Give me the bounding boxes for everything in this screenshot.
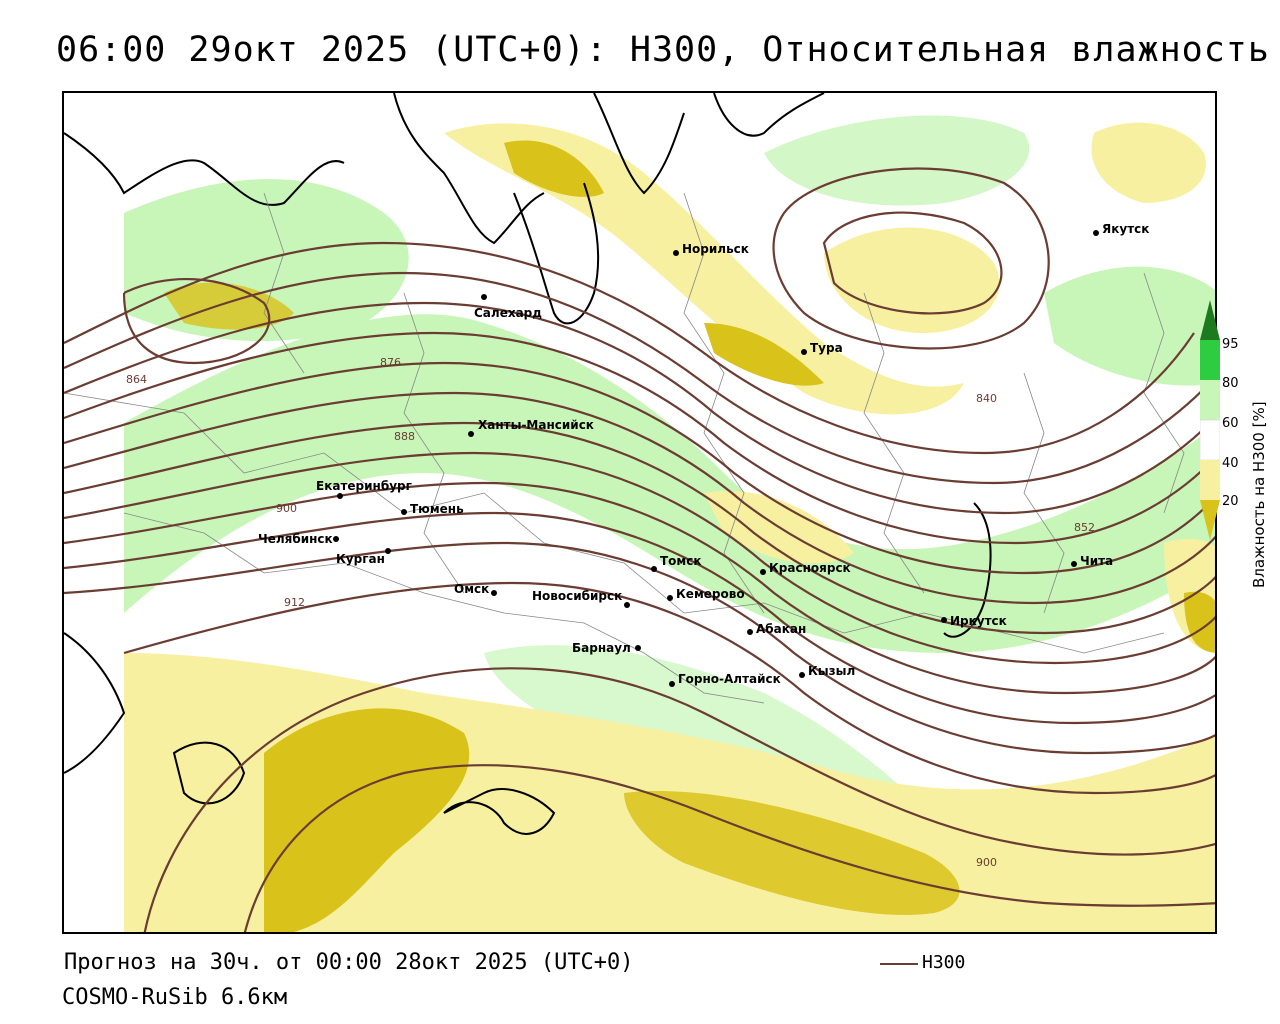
city-dot	[624, 602, 630, 608]
city-label: Ханты-Мансийск	[478, 418, 594, 432]
contour-label: 840	[976, 392, 997, 405]
contour-label-group: 864 876 888 900 912 840 852 900	[126, 356, 1095, 869]
city-dot	[385, 548, 391, 554]
city-dot	[481, 294, 487, 300]
city-label: Екатеринбург	[316, 479, 412, 493]
city-markers: Якутск Норильск Салехард Тура Ханты-Манс…	[258, 222, 1149, 687]
city-label: Иркутск	[950, 614, 1007, 628]
city-dot	[801, 349, 807, 355]
city-label: Курган	[336, 552, 385, 566]
city-label: Салехард	[474, 306, 542, 320]
colorbar-segment-40-60	[1199, 419, 1221, 461]
city-dot	[635, 645, 641, 651]
contour-label: 852	[1074, 521, 1095, 534]
city-dot	[941, 617, 947, 623]
city-dot	[401, 509, 407, 515]
map-title: 06:00 29окт 2025 (UTC+0): H300, Относите…	[56, 30, 1270, 70]
colorbar-tick: 40	[1222, 456, 1239, 471]
colorbar-segment-20-40	[1200, 460, 1220, 500]
weather-map: 864 876 888 900 912 840 852 900 Якутск Н…	[62, 91, 1217, 934]
city-label: Якутск	[1102, 222, 1149, 236]
city-label: Норильск	[682, 242, 749, 256]
city-dot	[333, 536, 339, 542]
colorbar-segment-80-95	[1200, 340, 1220, 380]
contour-label: 876	[380, 356, 401, 369]
colorbar-tick: 80	[1222, 376, 1239, 391]
admin-borders	[64, 192, 1185, 704]
humidity-colorbar	[1199, 300, 1221, 540]
contour-label: 864	[126, 373, 147, 386]
contour-label: 888	[394, 430, 415, 443]
city-dot	[1071, 561, 1077, 567]
city-label: Новосибирск	[532, 589, 622, 603]
city-label: Тюмень	[410, 502, 464, 516]
colorbar-tick: 60	[1222, 416, 1239, 431]
map-canvas: 864 876 888 900 912 840 852 900 Якутск Н…	[64, 93, 1215, 932]
contour-label: 900	[276, 502, 297, 515]
city-label: Абакан	[756, 622, 806, 636]
humidity-fields	[124, 115, 1215, 932]
colorbar-bottom-arrow	[1200, 500, 1220, 540]
city-dot	[491, 590, 497, 596]
city-dot	[667, 595, 673, 601]
city-label: Чита	[1080, 554, 1113, 568]
coastlines	[64, 93, 992, 835]
city-label: Красноярск	[769, 561, 851, 575]
city-dot	[760, 569, 766, 575]
city-label: Омск	[454, 582, 489, 596]
h300-contours	[64, 167, 1215, 932]
city-dot	[669, 681, 675, 687]
city-label: Барнаул	[572, 641, 631, 655]
contour-label: 912	[284, 596, 305, 609]
colorbar-segment-60-80	[1200, 380, 1220, 420]
h300-legend-label: H300	[922, 952, 966, 973]
colorbar-tick: 95	[1222, 337, 1239, 352]
model-name: COSMO-RuSib 6.6км	[62, 985, 288, 1010]
city-label: Горно-Алтайск	[678, 672, 781, 686]
colorbar-top-arrow	[1200, 300, 1220, 340]
city-label: Кызыл	[808, 664, 855, 678]
city-dot	[651, 566, 657, 572]
city-dot	[747, 629, 753, 635]
city-label: Тура	[810, 341, 843, 355]
city-label: Кемерово	[676, 587, 745, 601]
contour-label: 900	[976, 856, 997, 869]
city-label: Томск	[660, 554, 702, 568]
city-label: Челябинск	[258, 532, 333, 546]
city-dot	[673, 250, 679, 256]
forecast-info: Прогноз на 30ч. от 00:00 28окт 2025 (UTC…	[64, 950, 634, 975]
colorbar-tick: 20	[1222, 494, 1239, 509]
colorbar-title: Влажность на H300 [%]	[1250, 401, 1268, 588]
city-dot	[468, 431, 474, 437]
city-dot	[337, 493, 343, 499]
city-dot	[799, 672, 805, 678]
city-dot	[1093, 230, 1099, 236]
h300-legend-line	[880, 963, 918, 965]
